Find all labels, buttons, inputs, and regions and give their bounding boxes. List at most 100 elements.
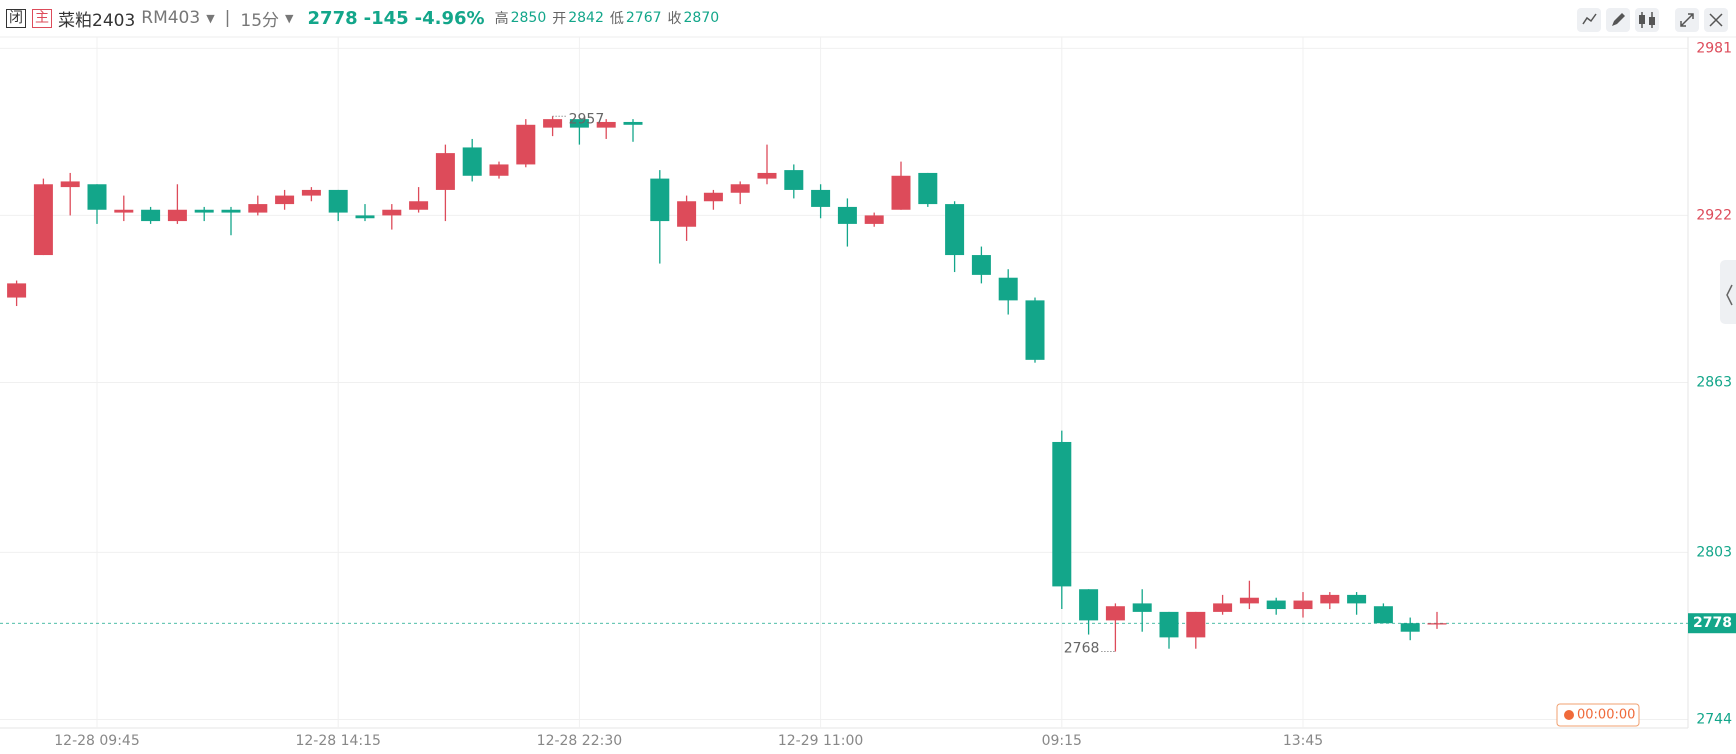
candle-body (1132, 603, 1152, 612)
x-tick-label: 09:15 (1042, 733, 1082, 749)
separator: | (224, 8, 231, 28)
y-tick-label: 2981 (1696, 40, 1732, 56)
candle-body (382, 209, 402, 216)
close-value: 2870 (683, 10, 720, 26)
min-label: 2768 (1064, 641, 1100, 657)
candle-body (918, 172, 938, 205)
code-dropdown[interactable]: ▼ (206, 11, 215, 25)
period[interactable]: 15分 (240, 10, 280, 31)
candle-body (703, 192, 723, 202)
candle-body (355, 215, 375, 219)
candle-body (1373, 606, 1393, 624)
candle-body (1266, 600, 1286, 610)
candle-body (650, 178, 670, 222)
candle-body (194, 209, 214, 213)
candle-body (1052, 441, 1072, 587)
x-tick-label: 12-28 14:15 (295, 733, 380, 749)
candle-body (462, 147, 482, 176)
toolbar (1577, 8, 1728, 32)
open-value: 2842 (568, 10, 604, 26)
candle-body (221, 209, 241, 213)
symbol-code[interactable]: RM403 (141, 8, 201, 28)
candle-body (141, 209, 161, 222)
header: 闭 主 菜粕2403 RM403 ▼ | 15分 ▼ 2778 -145 -4.… (0, 0, 1736, 36)
tool-line-icon (1582, 13, 1597, 25)
high-value: 2850 (510, 10, 547, 26)
close-label: 收 (667, 11, 682, 27)
candle-body (409, 201, 429, 210)
candle-body (167, 209, 187, 222)
last-price-tag (1688, 613, 1736, 634)
main-badge[interactable]: 主 (32, 8, 52, 28)
candle-body (1025, 300, 1045, 360)
candle-body (1293, 600, 1313, 610)
candle-body (623, 121, 643, 125)
tool-candle[interactable] (1635, 8, 1659, 32)
tool-candle-body (1649, 17, 1655, 25)
candle-body (87, 184, 107, 210)
tool-close-icon (1709, 13, 1723, 27)
candle-body (1320, 594, 1340, 604)
y-tick-label: 2744 (1696, 712, 1732, 728)
candle-body (837, 206, 857, 224)
tool-shrink-icon (1680, 13, 1694, 27)
candle-body (998, 277, 1018, 301)
x-tick-label: 13:45 (1283, 733, 1323, 749)
price-change: -145 (363, 7, 409, 29)
tool-draw-icon (1612, 13, 1625, 26)
x-tick-label: 12-28 22:30 (537, 733, 622, 749)
y-tick-label: 2863 (1696, 375, 1732, 391)
candle-body (569, 119, 589, 128)
countdown-box (1556, 703, 1640, 727)
candle-body (543, 119, 563, 128)
candle-body (489, 164, 509, 176)
candle-body (435, 153, 455, 190)
candle-body (1427, 623, 1447, 625)
candle-body (516, 124, 536, 165)
candle-body (1400, 623, 1420, 632)
candle-body (248, 204, 268, 213)
last-price: 2778 (307, 7, 358, 29)
side-panel-arrow (1726, 284, 1733, 306)
candle-body (596, 121, 616, 128)
candle-body (328, 189, 348, 213)
candle-body (864, 215, 884, 224)
candle-body (1159, 611, 1179, 638)
candle-body (114, 209, 134, 213)
tool-candle-body (1639, 15, 1645, 24)
status-badge: 闭 (6, 8, 26, 28)
countdown-icon (1564, 710, 1574, 720)
price-change-pct: -4.96% (414, 7, 485, 29)
candle-body (1186, 611, 1206, 638)
candle-body (784, 170, 804, 190)
y-tick-label: 2922 (1696, 207, 1732, 223)
candle-body (33, 184, 53, 256)
low-value: 2767 (625, 10, 662, 26)
candle-body (811, 189, 831, 207)
candle-body (730, 184, 750, 193)
open-label: 开 (552, 11, 567, 27)
y-tick-label: 2803 (1696, 544, 1732, 560)
period-dropdown[interactable]: ▼ (285, 11, 294, 25)
last-price-label: 2778 (1693, 615, 1732, 631)
candle-body (301, 189, 321, 196)
countdown: 00:00:00 (1577, 708, 1635, 723)
candle-body (945, 204, 965, 256)
x-tick-label: 12-28 09:45 (54, 733, 139, 749)
candle-body (677, 201, 697, 227)
candle-body (275, 195, 295, 205)
candle-body (1347, 594, 1367, 604)
symbol-name: 菜粕2403 (58, 10, 136, 31)
candle-body (971, 255, 991, 275)
candle-body (757, 172, 777, 179)
candle-body (60, 181, 80, 188)
candle-body (1239, 597, 1259, 604)
max-label: 2957 (569, 111, 605, 127)
candle-body (1105, 606, 1125, 621)
candle-body (891, 175, 911, 210)
candle-body (1079, 589, 1099, 621)
x-tick-label: 12-29 11:00 (778, 733, 863, 749)
low-label: 低 (609, 11, 624, 27)
